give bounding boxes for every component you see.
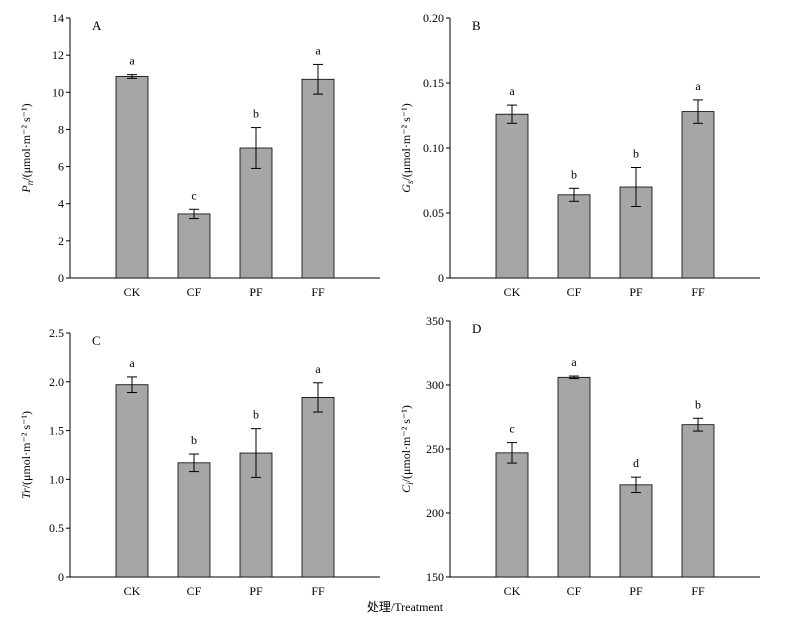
panel-c: C 0 0.5 1.0 1.5 2.0 2.5 Tr/(μmol·m⁻² s⁻¹) a CK b CF… (19, 326, 380, 598)
bar-cf (557, 376, 591, 578)
y-tick-label: 6 (58, 160, 64, 174)
y-tick-label: 4 (58, 197, 64, 211)
x-tick-label: FF (691, 584, 705, 598)
y-tick-label: 14 (52, 11, 64, 25)
significance-label: b (633, 147, 639, 161)
x-tick-label: FF (691, 285, 705, 299)
y-tick-label: 1.0 (49, 472, 64, 486)
bar-cf (557, 194, 591, 279)
y-tick-label: 0.5 (49, 521, 64, 535)
significance-label: b (253, 107, 259, 121)
significance-label: a (129, 356, 135, 370)
y-tick-label: 250 (426, 442, 444, 456)
y-tick-label: 8 (58, 122, 64, 136)
bar-ck (495, 113, 529, 279)
panel-b: B 0 0.05 0.10 0.15 0.20 Gs/(μmol·m⁻² s⁻¹) a CK b C… (399, 11, 760, 299)
bar-cf (177, 213, 211, 279)
significance-label: a (571, 355, 577, 369)
significance-label: b (571, 167, 577, 181)
significance-label: c (191, 188, 196, 202)
x-tick-label: CK (504, 285, 521, 299)
bar-pf (619, 484, 653, 578)
y-axis-title: Ci/(μmol·m⁻² s⁻¹) (399, 405, 415, 493)
bar-ff (681, 424, 715, 578)
significance-label: a (315, 43, 321, 57)
panel-a: A 0 2 4 6 8 10 12 14 Pn/(μmol·m⁻² s⁻¹) a CK c CF b PF a F… (19, 11, 380, 299)
y-tick-label: 2.0 (49, 375, 64, 389)
y-tick-label: 350 (426, 314, 444, 328)
y-tick-label: 200 (426, 506, 444, 520)
x-tick-label: CK (124, 285, 141, 299)
y-tick-label: 10 (52, 85, 64, 99)
y-tick-label: 0.15 (423, 76, 444, 90)
y-tick-label: 0.05 (423, 206, 444, 220)
significance-label: c (509, 422, 514, 436)
x-tick-label: PF (249, 584, 263, 598)
significance-label: a (315, 362, 321, 376)
x-tick-label: FF (311, 584, 325, 598)
x-tick-label: CF (187, 285, 202, 299)
bar-ff (681, 111, 715, 279)
y-tick-label: 2.5 (49, 326, 64, 340)
significance-label: b (253, 408, 259, 422)
panel-label: C (92, 333, 101, 348)
y-tick-label: 0 (438, 271, 444, 285)
y-tick-label: 0 (58, 570, 64, 584)
significance-label: b (191, 433, 197, 447)
y-tick-label: 0 (58, 271, 64, 285)
x-tick-label: CK (124, 584, 141, 598)
panel-label: B (472, 18, 481, 33)
y-tick-label: 150 (426, 570, 444, 584)
x-tick-label: FF (311, 285, 325, 299)
significance-label: a (509, 84, 515, 98)
y-axis-title: Tr/(μmol·m⁻² s⁻¹) (19, 411, 33, 499)
y-axis-title: Pn/(μmol·m⁻² s⁻¹) (19, 103, 35, 193)
bar-ck (115, 384, 149, 578)
x-tick-label: CF (187, 584, 202, 598)
bar-ff (301, 78, 335, 279)
y-axis-title: Gs/(μmol·m⁻² s⁻¹) (399, 103, 415, 192)
significance-label: b (695, 397, 701, 411)
x-tick-label: PF (249, 285, 263, 299)
significance-label: a (695, 79, 701, 93)
x-axis-title: 处理/Treatment (367, 600, 444, 614)
x-tick-label: PF (629, 285, 643, 299)
panel-d: D 150 200 250 300 350 Ci/(μmol·m⁻² s⁻¹) c CK a CF d… (399, 314, 760, 598)
bar-ck (495, 452, 529, 578)
y-tick-label: 12 (52, 48, 64, 62)
x-tick-label: PF (629, 584, 643, 598)
significance-label: d (633, 456, 639, 470)
bar-pf (239, 147, 273, 279)
x-tick-label: CK (504, 584, 521, 598)
x-tick-label: CF (567, 285, 582, 299)
y-tick-label: 1.5 (49, 424, 64, 438)
y-tick-label: 300 (426, 378, 444, 392)
bar-cf (177, 462, 211, 578)
y-tick-label: 2 (58, 234, 64, 248)
panel-label: D (472, 321, 481, 336)
bar-ck (115, 76, 149, 279)
bar-ff (301, 397, 335, 578)
significance-label: a (129, 54, 135, 68)
panel-label: A (92, 18, 102, 33)
x-tick-label: CF (567, 584, 582, 598)
y-tick-label: 0.20 (423, 11, 444, 25)
y-tick-label: 0.10 (423, 141, 444, 155)
